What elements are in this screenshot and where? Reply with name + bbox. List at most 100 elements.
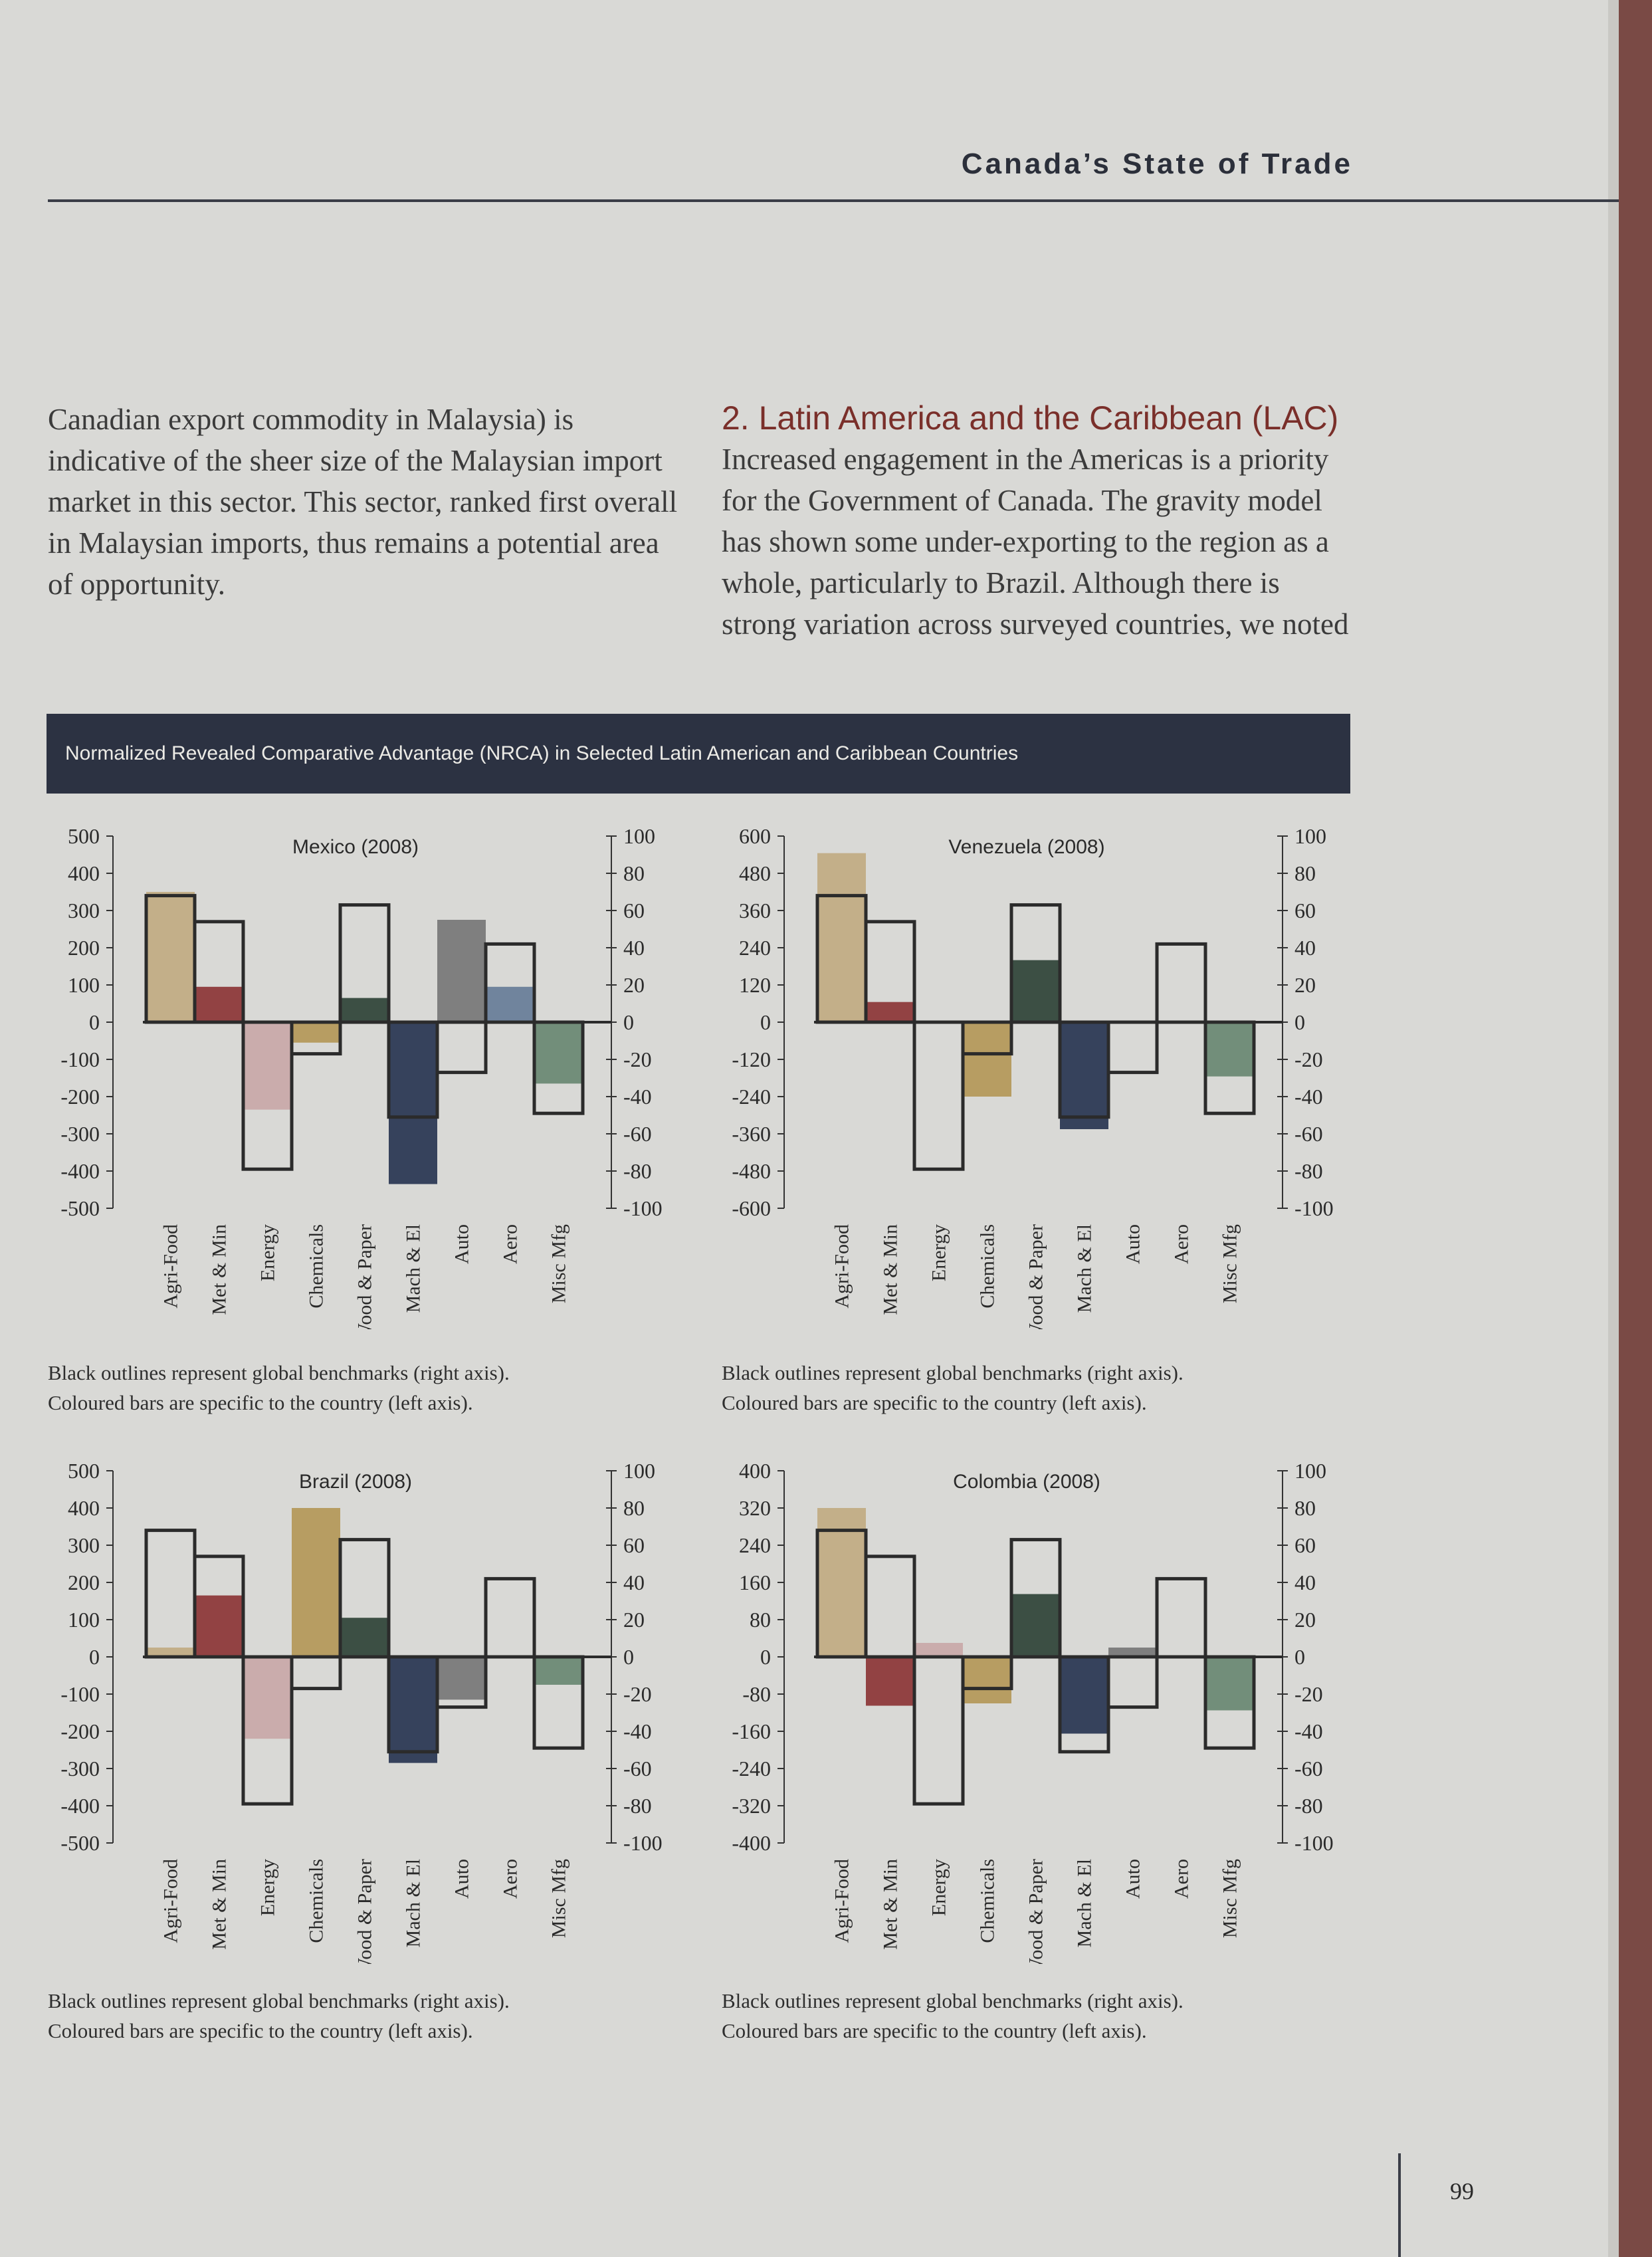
category-label: Chemicals <box>306 1859 328 1943</box>
right-tick-label: 60 <box>623 1533 645 1557</box>
country-bar-wood-paper <box>340 998 389 1022</box>
country-bar-mach-el <box>389 1022 437 1184</box>
category-label: Agri-Food <box>831 1859 853 1943</box>
category-label: Wood & Paper <box>354 1224 376 1329</box>
right-tick-label: -80 <box>1294 1794 1323 1818</box>
right-tick-label: 20 <box>1294 1608 1316 1632</box>
book-spine <box>1619 0 1652 2257</box>
left-tick-label: 300 <box>68 1533 100 1557</box>
country-bar-auto <box>437 1657 486 1700</box>
category-label: Energy <box>257 1859 279 1916</box>
country-bar-misc-mfg <box>1205 1657 1254 1711</box>
caption-line-2: Coloured bars are specific to the countr… <box>48 2019 473 2042</box>
caption-line-1: Black outlines represent global benchmar… <box>48 1361 510 1384</box>
category-label: Energy <box>928 1224 950 1281</box>
right-tick-label: 80 <box>623 1496 645 1520</box>
header-rule <box>48 199 1619 202</box>
category-label: Mach & El <box>1074 1859 1096 1947</box>
left-tick-label: -160 <box>732 1719 771 1743</box>
country-bar-misc-mfg <box>1205 1022 1254 1077</box>
left-tick-label: 480 <box>739 861 771 885</box>
right-tick-label: 0 <box>623 1010 634 1034</box>
left-tick-label: 600 <box>739 824 771 848</box>
right-tick-label: -40 <box>1294 1085 1323 1109</box>
caption-line-2: Coloured bars are specific to the countr… <box>722 2019 1147 2042</box>
category-label: Auto <box>451 1859 473 1899</box>
country-bar-wood-paper <box>340 1618 389 1657</box>
country-bar-met-min <box>195 986 243 1022</box>
left-tick-label: 320 <box>739 1496 771 1520</box>
left-tick-label: -240 <box>732 1757 771 1780</box>
category-label: Agri-Food <box>831 1224 853 1309</box>
country-bar-aero <box>486 986 534 1022</box>
benchmark-outline-auto <box>435 1020 488 1075</box>
country-bar-misc-mfg <box>534 1022 583 1084</box>
benchmark-outline-chemicals <box>290 1655 342 1691</box>
right-tick-label: 40 <box>623 1570 645 1594</box>
category-label: Wood & Paper <box>1025 1224 1047 1329</box>
right-tick-label: 60 <box>1294 899 1316 922</box>
left-tick-label: 0 <box>89 1645 100 1669</box>
right-tick-label: -60 <box>623 1757 652 1780</box>
country-bar-energy <box>243 1022 292 1110</box>
country-bar-chemicals <box>292 1508 340 1657</box>
left-tick-label: 160 <box>739 1570 771 1594</box>
left-tick-label: 300 <box>68 899 100 922</box>
country-bar-mach-el <box>389 1657 437 1763</box>
benchmark-outline-agri-food <box>144 1529 197 1659</box>
country-bar-auto <box>1108 1648 1157 1657</box>
right-tick-label: 100 <box>623 1459 655 1483</box>
left-tick-label: -360 <box>732 1122 771 1146</box>
right-tick-label: 0 <box>1294 1645 1305 1669</box>
left-column-paragraph: Canadian export commodity in Malaysia) i… <box>48 403 678 601</box>
country-bar-agri-food <box>146 1648 195 1657</box>
country-bar-chemicals <box>963 1657 1011 1703</box>
right-tick-label: 60 <box>1294 1533 1316 1557</box>
right-tick-label: -80 <box>623 1159 652 1183</box>
country-bar-mach-el <box>1060 1657 1108 1734</box>
country-bar-agri-food <box>817 1508 866 1657</box>
left-tick-label: -480 <box>732 1159 771 1183</box>
left-tick-label: 0 <box>89 1010 100 1034</box>
right-tick-label: 80 <box>1294 1496 1316 1520</box>
left-tick-label: -300 <box>60 1757 100 1780</box>
right-tick-label: -20 <box>1294 1047 1323 1071</box>
country-bar-chemicals <box>292 1022 340 1043</box>
right-tick-label: -80 <box>1294 1159 1323 1183</box>
chart-title: Brazil (2008) <box>299 1471 412 1493</box>
right-tick-label: 100 <box>1294 824 1326 848</box>
benchmark-outline-energy <box>912 1655 965 1806</box>
country-bar-met-min <box>866 1657 914 1706</box>
benchmark-outline-auto <box>1106 1655 1159 1709</box>
country-bar-agri-food <box>817 853 866 1022</box>
left-tick-label: 400 <box>68 861 100 885</box>
left-tick-label: 400 <box>739 1459 771 1483</box>
left-tick-label: 0 <box>760 1645 771 1669</box>
category-label: Misc Mfg <box>548 1859 570 1938</box>
right-tick-label: 80 <box>623 861 645 885</box>
right-tick-label: 20 <box>623 973 645 997</box>
category-label: Met & Min <box>209 1859 231 1950</box>
left-tick-label: 500 <box>68 824 100 848</box>
left-tick-label: 400 <box>68 1496 100 1520</box>
chart-title: Venezuela (2008) <box>948 836 1104 858</box>
category-label: Auto <box>1122 1859 1144 1899</box>
country-bar-auto <box>437 920 486 1022</box>
category-label: Aero <box>500 1859 522 1899</box>
running-header: Canada’s State of Trade <box>961 148 1353 180</box>
category-label: Mach & El <box>1074 1224 1096 1313</box>
right-tick-label: -20 <box>623 1047 652 1071</box>
category-label: Mach & El <box>403 1224 425 1313</box>
category-label: Aero <box>500 1224 522 1264</box>
chart-colombia: 400320240160800-80-160-240-320-400100806… <box>732 1459 1333 1964</box>
right-tick-label: -100 <box>1294 1196 1334 1220</box>
benchmark-outline-aero <box>484 1576 536 1659</box>
left-tick-label: -600 <box>732 1196 771 1220</box>
category-label: Auto <box>1122 1224 1144 1264</box>
caption-brazil: Black outlines represent global benchmar… <box>48 1986 712 2046</box>
left-tick-label: 100 <box>68 1608 100 1632</box>
chart-venezuela: 6004803602401200-120-240-360-480-6001008… <box>732 824 1334 1329</box>
country-bar-energy <box>914 1643 963 1657</box>
right-tick-label: 40 <box>1294 1570 1316 1594</box>
caption-mexico: Black outlines represent global benchmar… <box>48 1358 712 1418</box>
